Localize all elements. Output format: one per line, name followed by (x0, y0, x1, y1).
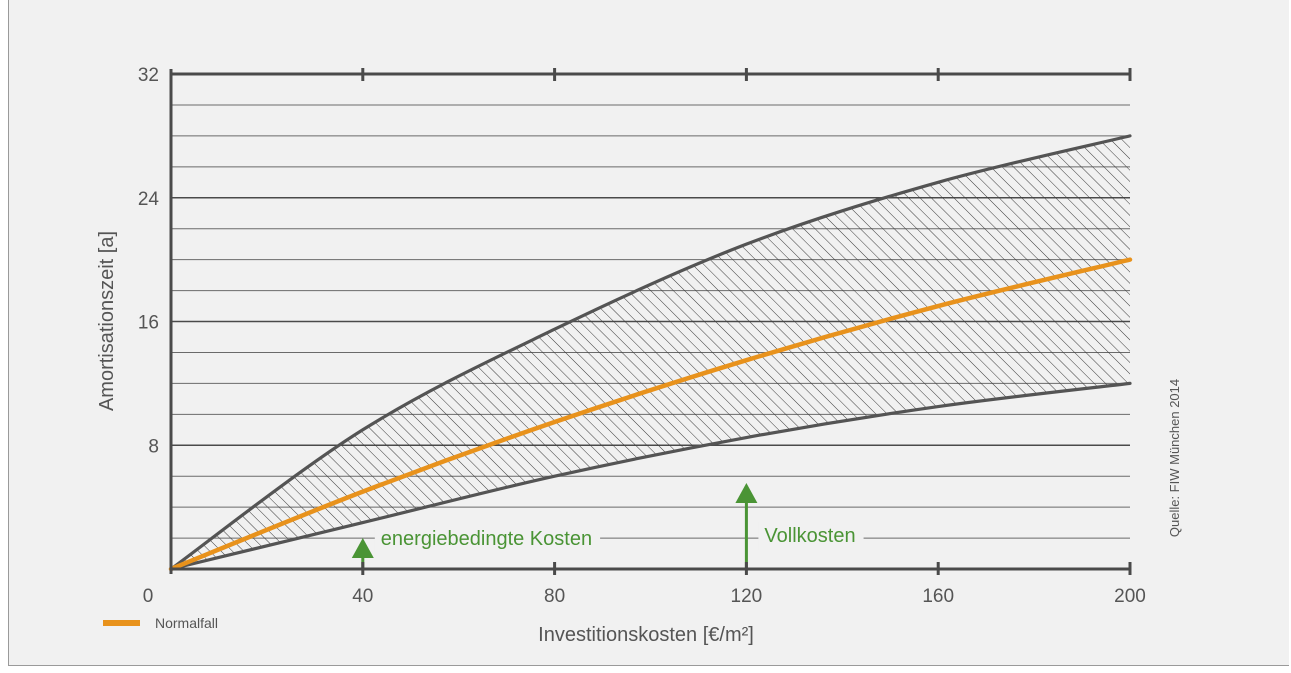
source-note: Quelle: FIW München 2014 (1167, 379, 1182, 537)
marker-label-bg (758, 522, 864, 550)
x-axis-title: Investitionskosten [€/m²] (538, 624, 754, 646)
marker-label-bg (374, 525, 601, 553)
range-band (171, 135, 1130, 569)
series-layer (168, 257, 1133, 572)
marker-arrow-head (351, 538, 374, 558)
legend-label-normalfall: Normalfall (155, 615, 218, 631)
marker-label: Vollkosten (764, 525, 855, 547)
x-tick-label: 0 (143, 586, 154, 607)
y-tick-label: 24 (138, 189, 160, 210)
band-upper-line (169, 134, 1132, 571)
marker-label: energiebedingte Kosten (381, 528, 592, 550)
y-axis-title: Amortisationszeit [a] (96, 231, 118, 411)
label-layer: 0 40 80 120 160 200 8 16 24 32 Investitionskosten … (96, 65, 1182, 646)
marker-layer: energiebedingte Kosten Vollkosten (351, 483, 864, 569)
chart-panel: energiebedingte Kosten Vollkosten 0 40 80 12… (8, 0, 1289, 666)
band-lower-line (169, 381, 1132, 571)
series-line-normalfall (168, 257, 1133, 572)
x-tick-label: 80 (544, 586, 565, 607)
x-tick-label: 160 (922, 586, 954, 607)
x-tick-label: 200 (1114, 586, 1146, 607)
marker-arrow-head (735, 483, 758, 503)
chart-svg: energiebedingte Kosten Vollkosten 0 40 80 12… (96, 65, 1182, 646)
band-layer (169, 134, 1132, 571)
y-tick-label: 8 (148, 436, 159, 457)
x-tick-label: 40 (352, 586, 373, 607)
x-tick-label: 120 (731, 586, 763, 607)
axis-layer (169, 68, 1132, 575)
y-tick-label: 32 (138, 65, 159, 86)
y-tick-label: 16 (138, 313, 159, 334)
